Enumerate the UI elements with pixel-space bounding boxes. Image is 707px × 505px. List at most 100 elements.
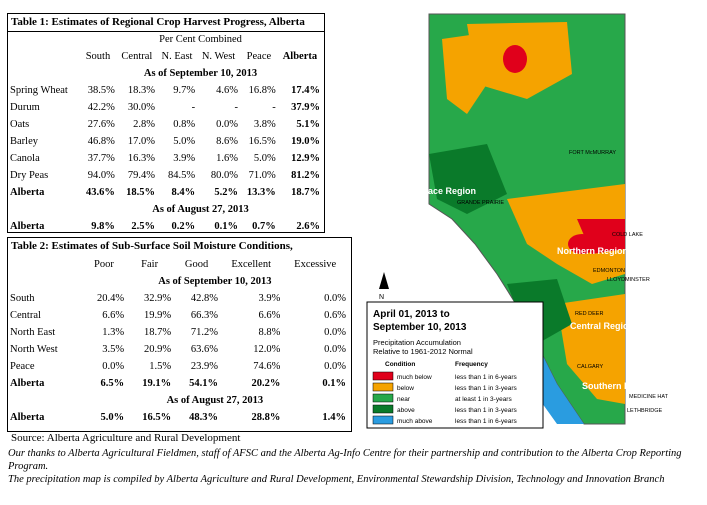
legend-condition: much below (397, 374, 432, 381)
table-cell: 27.6% (87, 119, 115, 130)
table-cell: 6.6% (258, 310, 281, 321)
legend-entry: near at least 1 in 3-years (372, 393, 512, 403)
table-cell: 5.0% (173, 136, 196, 147)
table-cell: 3.8% (253, 119, 276, 130)
table-cell: 30.0% (127, 102, 155, 113)
legend-entry: much below less than 1 in 6-years (372, 371, 518, 381)
table-cell: 9.8% (91, 221, 115, 232)
table-cell: - (191, 102, 196, 113)
city-red-deer: RED DEER (575, 311, 603, 317)
row-label: South (10, 293, 35, 304)
legend-swatch (372, 393, 394, 403)
table-cell: 48.3% (189, 412, 219, 423)
table-cell: 0.0% (324, 327, 346, 338)
table-cell: 80.0% (210, 170, 239, 181)
row-label: Alberta (10, 412, 45, 423)
row-label: Alberta (10, 221, 45, 232)
row-label: Durum (10, 102, 40, 113)
table-row: Peace 0.0% 1.5% 23.9% 74.6% 0.0% (8, 358, 348, 375)
table2-period2: As of August 27, 2013 (166, 395, 264, 406)
legend-swatch (372, 382, 394, 392)
map-title-1: April 01, 2013 to (373, 309, 450, 320)
region-label-southern: Southern Region (582, 381, 655, 391)
table-cell: 0.0% (324, 361, 346, 372)
table-cell: 79.4% (127, 170, 155, 181)
row-label: Oats (10, 119, 30, 130)
table-cell: 81.2% (291, 170, 320, 181)
table1-period1: As of September 10, 2013 (143, 68, 258, 79)
table-row: South 20.4% 32.9% 42.8% 3.9% 0.0% (8, 290, 348, 307)
table-cell: 42.2% (87, 102, 115, 113)
table-cell: 2.5% (131, 221, 155, 232)
table1-frame (7, 13, 325, 233)
table-cell: 3.9% (173, 153, 196, 164)
table-cell: 66.3% (190, 310, 219, 321)
table-cell: 2.6% (296, 221, 320, 232)
region-label-central: Central Region (570, 321, 634, 331)
row-label: Central (10, 310, 41, 321)
row-label: Peace (10, 361, 35, 372)
table-cell: 5.2% (214, 187, 239, 198)
table1-rule (7, 31, 324, 32)
city-calgary: CALGARY (577, 364, 604, 370)
table-cell: 6.5% (100, 378, 125, 389)
table-cell: 1.6% (216, 153, 239, 164)
legend-frequency: less than 1 in 6-years (455, 418, 518, 425)
table2-column-header: Excellent (231, 259, 271, 270)
footnote-thanks: Our thanks to Alberta Agricultural Field… (8, 448, 682, 472)
table-cell: 23.9% (190, 361, 219, 372)
city-grande-prairie: GRANDE PRAIRIE (457, 200, 504, 206)
table-cell: 63.6% (190, 344, 219, 355)
table-cell: 0.0% (324, 293, 346, 304)
legend-condition: near (397, 396, 411, 403)
table-cell: 2.8% (133, 119, 155, 130)
table-cell: 16.8% (248, 85, 276, 96)
table-cell: 3.9% (258, 293, 281, 304)
table-cell: 0.0% (324, 344, 346, 355)
table1-column-header: South (85, 51, 111, 62)
table-cell: 94.0% (87, 170, 115, 181)
table-cell: 5.0% (100, 412, 125, 423)
table-cell: 18.7% (291, 187, 320, 198)
table-cell: 1.5% (149, 361, 172, 372)
row-label: Spring Wheat (10, 85, 68, 96)
table-cell: 4.6% (216, 85, 239, 96)
table-cell: 9.7% (173, 85, 196, 96)
row-label: Dry Peas (10, 170, 49, 181)
table-row: Alberta 9.8% 2.5% 0.2% 0.1% 0.7% 2.6% (8, 218, 322, 235)
table-cell: 28.8% (251, 412, 281, 423)
table-row: Canola 37.7% 16.3% 3.9% 1.6% 5.0% 12.9% (8, 150, 322, 167)
table-cell: 0.2% (171, 221, 196, 232)
table-cell: 0.0% (102, 361, 125, 372)
table1-column-header: N. East (161, 51, 193, 62)
table-cell: 18.7% (143, 327, 172, 338)
table-cell: 0.1% (214, 221, 239, 232)
legend-condition: much above (397, 418, 433, 425)
table-cell: 0.7% (252, 221, 276, 232)
map-title-2: September 10, 2013 (373, 322, 467, 333)
table-cell: 18.5% (126, 187, 155, 198)
row-label: North West (10, 344, 58, 355)
city-lloydminster: LLOYDMINSTER (607, 277, 650, 283)
table-cell: 16.5% (142, 412, 172, 423)
table-cell: 0.0% (216, 119, 239, 130)
region-label-northern: Northern Region (557, 246, 628, 256)
table-cell: 71.0% (248, 170, 276, 181)
table-cell: 32.9% (143, 293, 172, 304)
footnote-compiled: The precipitation map is compiled by Alb… (8, 474, 665, 485)
city-fort-mcmurray: FORT McMURRAY (569, 150, 616, 156)
north-arrow-icon: N (379, 272, 389, 301)
table-cell: 8.8% (258, 327, 281, 338)
city-edmonton: EDMONTON (593, 268, 625, 274)
table-cell: 20.2% (251, 378, 281, 389)
table-cell: 38.5% (87, 85, 115, 96)
table1-period2: As of August 27, 2013 (152, 204, 249, 215)
table-cell: 13.3% (246, 187, 276, 198)
table1-column-header: Peace (246, 51, 272, 62)
table2: Poor Fair Good Excellent Excessive As of Sep… (8, 256, 348, 426)
table-cell: 18.3% (127, 85, 155, 96)
table-cell: 19.1% (142, 378, 172, 389)
table-cell: 5.0% (253, 153, 276, 164)
table-row: Spring Wheat 38.5% 18.3% 9.7% 4.6% 16.8% 17.4% (8, 82, 322, 99)
table-row: Alberta 5.0% 16.5% 48.3% 28.8% 1.4% (8, 409, 348, 426)
